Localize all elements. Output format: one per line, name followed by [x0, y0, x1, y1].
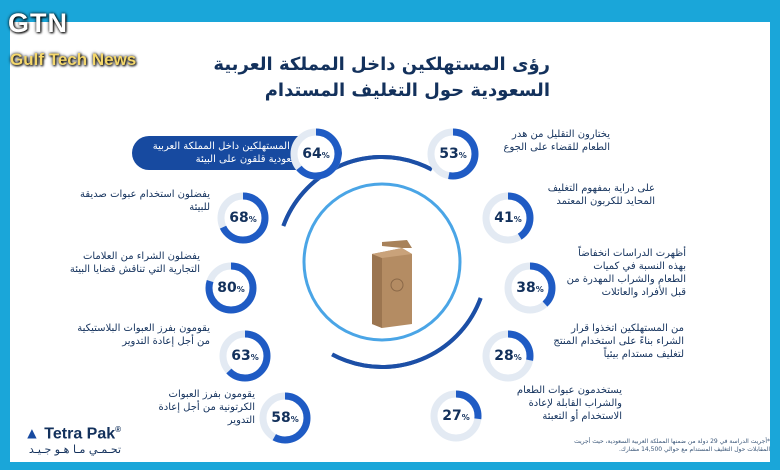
- logo-registered: ®: [115, 425, 122, 434]
- center-arcs: [275, 154, 489, 369]
- stat-value: 80%: [217, 280, 245, 296]
- stat-value: 53%: [439, 146, 467, 162]
- left-stat-ring-2: 68%: [215, 190, 271, 246]
- title-line-2: السعودية حول التغليف المستدام: [264, 80, 550, 101]
- logo-text: Tetra Pak: [44, 425, 116, 443]
- stat-value: 63%: [231, 348, 259, 364]
- left-stat-ring-5: 58%: [257, 390, 313, 446]
- ring-fill: [482, 192, 534, 244]
- stat-value: 64%: [302, 146, 330, 162]
- progress-ring-icon: [290, 128, 342, 180]
- stat-value: 27%: [442, 408, 470, 424]
- ring-fill: [290, 128, 342, 180]
- footnote: *أجريت الدراسة في 29 دولة من ضمنها الممل…: [574, 438, 770, 453]
- left-stat-ring-1: 64%: [288, 126, 344, 182]
- left-stat-text-2: يفضلون استخدام عبوات صديقة للبيئة: [79, 189, 210, 213]
- progress-ring-icon: [482, 192, 534, 244]
- stat-value: 38%: [516, 280, 544, 296]
- progress-ring-icon: [217, 192, 269, 244]
- ring-fill: [217, 192, 269, 244]
- watermark-brand: GTN: [8, 8, 68, 38]
- progress-ring-icon: [205, 262, 257, 314]
- logo-mark-icon: ▲: [24, 425, 40, 443]
- left-stat-text-3: يفضلون الشراء من العلامات التجارية التي …: [69, 251, 200, 275]
- progress-ring-icon: [219, 330, 271, 382]
- right-stat-text-3: أظهرت الدراسات انخفاضاً بهذه النسبة في ك…: [566, 248, 686, 298]
- right-stat-ring-1: 53%: [425, 126, 481, 182]
- right-stat-text-1: يختارون التقليل من هدر الطعام للقضاء على…: [503, 129, 611, 153]
- stat-value: 58%: [271, 410, 299, 426]
- ring-fill: [430, 390, 482, 442]
- logo-tagline: تحـمـي مـا هـو جـيـد: [28, 443, 122, 457]
- infographic-card: رؤى المستهلكين داخل المملكة العربية السع…: [10, 22, 770, 462]
- progress-ring-icon: [504, 262, 556, 314]
- stat-value: 28%: [494, 348, 522, 364]
- right-stat-text-4: من المستهلكين اتخذوا قرار الشراء بناءً ع…: [553, 323, 684, 360]
- right-stat-ring-2: 41%: [480, 190, 536, 246]
- progress-ring-icon: [482, 330, 534, 382]
- ring-fill: [205, 262, 257, 314]
- stat-text: من المستهلكين داخل المملكة العربية السعو…: [152, 141, 306, 165]
- tetra-pak-logo: ▲ Tetra Pak® تحـمـي مـا هـو جـيـد: [24, 425, 121, 456]
- ring-fill: [504, 262, 556, 314]
- left-stat-ring-3: 80%: [203, 260, 259, 316]
- progress-ring-icon: [427, 128, 479, 180]
- progress-ring-icon: [430, 390, 482, 442]
- stat-value: 41%: [494, 210, 522, 226]
- progress-ring-icon: [259, 392, 311, 444]
- left-stat-text-5: يقومون بفرز العبوات الكرتونية من أجل إعا…: [158, 389, 256, 426]
- right-stat-ring-5: 27%: [428, 388, 484, 444]
- left-stat-ring-4: 63%: [217, 328, 273, 384]
- right-stat-text-5: يستخدمون عبوات الطعام والشراب القابلة لإ…: [516, 385, 622, 422]
- ring-fill: [219, 330, 271, 382]
- ring-fill: [259, 392, 311, 444]
- page-title: رؤى المستهلكين داخل المملكة العربية السع…: [170, 52, 550, 104]
- left-stat-text-4: يقومون بفرز العبوات البلاستيكية من أجل إ…: [77, 323, 210, 347]
- right-stat-ring-4: 28%: [480, 328, 536, 384]
- ring-fill: [427, 128, 479, 180]
- title-line-1: رؤى المستهلكين داخل المملكة العربية: [213, 54, 550, 75]
- ring-fill: [482, 330, 534, 382]
- carton-illustration: [372, 240, 412, 328]
- right-stat-ring-3: 38%: [502, 260, 558, 316]
- watermark-subtitle: Gulf Tech News: [10, 50, 137, 69]
- stat-value: 68%: [229, 210, 257, 226]
- logo-name: ▲ Tetra Pak®: [24, 425, 121, 443]
- right-stat-text-2: على دراية بمفهوم التغليف المحايد للكربون…: [547, 183, 655, 207]
